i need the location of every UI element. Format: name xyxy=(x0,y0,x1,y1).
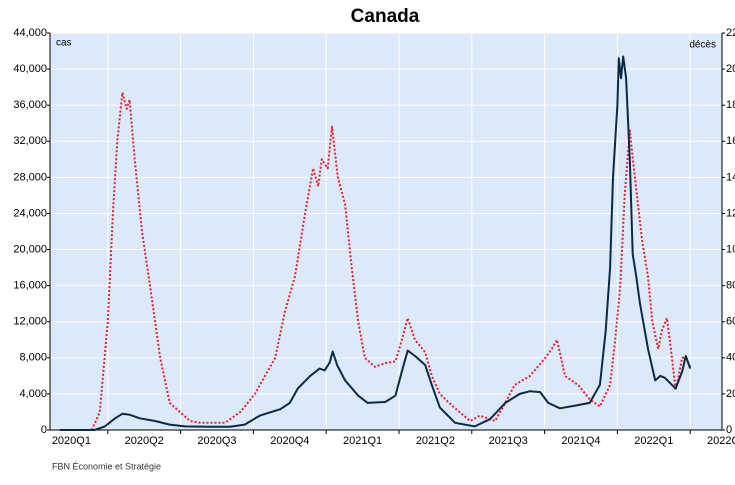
x-tick-label: 2022Q2 xyxy=(707,435,735,447)
y2-tick-label: 1800 xyxy=(726,99,735,111)
x-tick-label: 2020Q3 xyxy=(197,435,236,447)
y2-tick-label: 2200 xyxy=(726,27,735,39)
series-line xyxy=(59,55,692,431)
y-tick-label: 20,000 xyxy=(13,243,47,255)
y-tick-label: 40,000 xyxy=(13,63,47,75)
y-tick-label: 44,000 xyxy=(13,27,47,39)
x-tick-label: 2021Q3 xyxy=(489,435,528,447)
chart-title: Canada xyxy=(351,6,420,27)
y-tick-label: 28,000 xyxy=(13,171,47,183)
x-tick-label: 2022Q1 xyxy=(634,435,673,447)
y-tick-label: 12,000 xyxy=(13,316,47,328)
y2-tick-label: 1400 xyxy=(726,171,735,183)
x-tick-label: 2021Q2 xyxy=(416,435,455,447)
x-tick-label: 2021Q4 xyxy=(561,435,600,447)
y-tick-label: 8,000 xyxy=(19,352,47,364)
y-tick-label: 16,000 xyxy=(13,280,47,292)
x-tick-label: 2020Q2 xyxy=(125,435,164,447)
y-tick-label: 36,000 xyxy=(13,99,47,111)
x-tick-label: 2020Q1 xyxy=(52,435,91,447)
y2-tick-label: 800 xyxy=(726,280,735,292)
x-tick-label: 2021Q1 xyxy=(343,435,382,447)
y-tick-label: 0 xyxy=(41,424,47,436)
y2-tick-label: 1000 xyxy=(726,243,735,255)
series-line xyxy=(59,91,692,431)
y2-tick-label: 0 xyxy=(726,424,732,436)
y2-tick-label: 1200 xyxy=(726,207,735,219)
y2-tick-label: 600 xyxy=(726,316,735,328)
y2-tick-label: 1600 xyxy=(726,135,735,147)
y2-tick-label: 2000 xyxy=(726,63,735,75)
y-tick-label: 24,000 xyxy=(13,207,47,219)
y2-axis-label: décès xyxy=(689,40,716,51)
y-tick-label: 32,000 xyxy=(13,135,47,147)
source: FBN Économie et Stratégie xyxy=(52,461,161,471)
y-axis-label: cas xyxy=(56,38,72,49)
y2-tick-label: 400 xyxy=(726,352,735,364)
y-tick-label: 4,000 xyxy=(19,388,47,400)
y2-tick-label: 200 xyxy=(726,388,735,400)
plot-area xyxy=(50,33,722,430)
x-tick-label: 2020Q4 xyxy=(270,435,309,447)
